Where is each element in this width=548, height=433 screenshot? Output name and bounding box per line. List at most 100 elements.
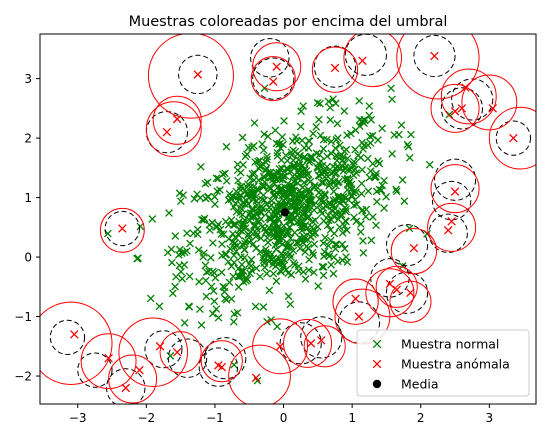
normal-point	[279, 221, 288, 230]
normal-point	[221, 169, 229, 178]
normal-point	[288, 182, 296, 191]
normal-point	[372, 169, 381, 178]
normal-point	[258, 222, 267, 231]
solid-circle	[311, 46, 359, 93]
normal-point	[359, 237, 367, 245]
normal-point	[319, 178, 328, 187]
normal-point	[284, 230, 292, 239]
normal-point	[233, 308, 242, 317]
normal-point	[343, 154, 352, 163]
normal-point	[355, 115, 364, 124]
normal-point	[264, 132, 272, 141]
normal-point	[315, 150, 324, 159]
normal-point	[229, 192, 237, 201]
normal-point	[355, 97, 364, 105]
chart-title: Muestras coloreadas por encima del umbra…	[129, 14, 448, 30]
normal-point	[209, 239, 217, 247]
normal-point	[305, 137, 314, 146]
normal-point	[325, 252, 334, 261]
anomaly-point	[104, 353, 113, 363]
legend-marker	[372, 339, 382, 349]
normal-point	[231, 233, 240, 242]
anomaly-point	[392, 285, 401, 295]
normal-point	[133, 254, 141, 263]
normal-point	[243, 183, 251, 192]
anomaly-point	[330, 63, 340, 73]
normal-point	[326, 179, 334, 188]
normal-point	[404, 142, 413, 151]
normal-point	[308, 248, 317, 257]
normal-point	[425, 160, 434, 169]
normal-point	[274, 198, 283, 207]
normal-point	[332, 169, 341, 177]
anomaly-point	[135, 365, 144, 375]
normal-point	[336, 193, 345, 201]
normal-point	[201, 179, 210, 188]
normal-point	[269, 176, 277, 184]
normal-point	[305, 187, 314, 196]
normal-point	[299, 268, 308, 276]
solid-circle	[108, 354, 158, 404]
normal-point	[310, 240, 319, 249]
normal-point	[301, 275, 310, 283]
normal-point	[306, 198, 315, 206]
normal-point	[267, 228, 276, 236]
solid-threshold-circles	[40, 34, 536, 404]
normal-point	[407, 130, 415, 139]
normal-point	[319, 135, 328, 144]
normal-point	[179, 191, 188, 199]
normal-point	[331, 144, 340, 153]
dashed-circle	[428, 213, 468, 253]
normal-point	[252, 264, 261, 273]
normal-point	[286, 250, 294, 258]
normal-point	[365, 111, 374, 120]
normal-point	[338, 256, 347, 265]
normal-point	[300, 232, 308, 241]
y-tick-label: 3	[24, 72, 32, 86]
normal-point	[320, 217, 328, 225]
anomaly-point	[406, 288, 415, 298]
normal-point	[277, 267, 285, 276]
normal-point	[322, 135, 331, 144]
solid-circle	[396, 34, 480, 100]
y-tick-label: −1	[14, 310, 32, 324]
normal-point	[293, 137, 301, 145]
normal-point	[221, 294, 229, 303]
anomaly-point	[162, 127, 172, 137]
normal-point	[241, 200, 249, 208]
normal-point	[326, 103, 335, 112]
normal-point	[190, 194, 199, 203]
x-tick-label: −2	[137, 411, 155, 425]
normal-point	[318, 262, 327, 271]
solid-circle	[365, 268, 415, 318]
normal-point	[378, 124, 387, 133]
normal-point	[168, 289, 177, 298]
normal-point	[259, 253, 267, 262]
normal-point	[359, 249, 368, 257]
normal-point	[175, 189, 184, 198]
normal-point	[259, 146, 268, 155]
normal-point	[259, 256, 268, 265]
normal-point	[268, 250, 276, 259]
legend-label: Media	[401, 377, 439, 392]
normal-point	[331, 99, 340, 108]
normal-point	[261, 166, 270, 175]
normal-point	[400, 197, 409, 205]
normal-point	[340, 244, 349, 253]
anomaly-point	[385, 279, 395, 289]
normal-point	[304, 176, 313, 185]
solid-circle	[430, 83, 480, 133]
normal-point	[286, 201, 295, 210]
normal-point	[304, 144, 313, 152]
normal-point	[301, 204, 310, 213]
normal-point	[359, 145, 367, 153]
normal-point	[256, 162, 264, 171]
normal-point	[273, 148, 282, 157]
normal-point	[309, 268, 318, 277]
normal-point	[316, 206, 325, 215]
normal-point	[197, 162, 205, 171]
normal-point	[350, 213, 358, 222]
normal-point	[360, 119, 368, 128]
normal-point	[323, 152, 331, 161]
normal-point	[216, 225, 225, 234]
